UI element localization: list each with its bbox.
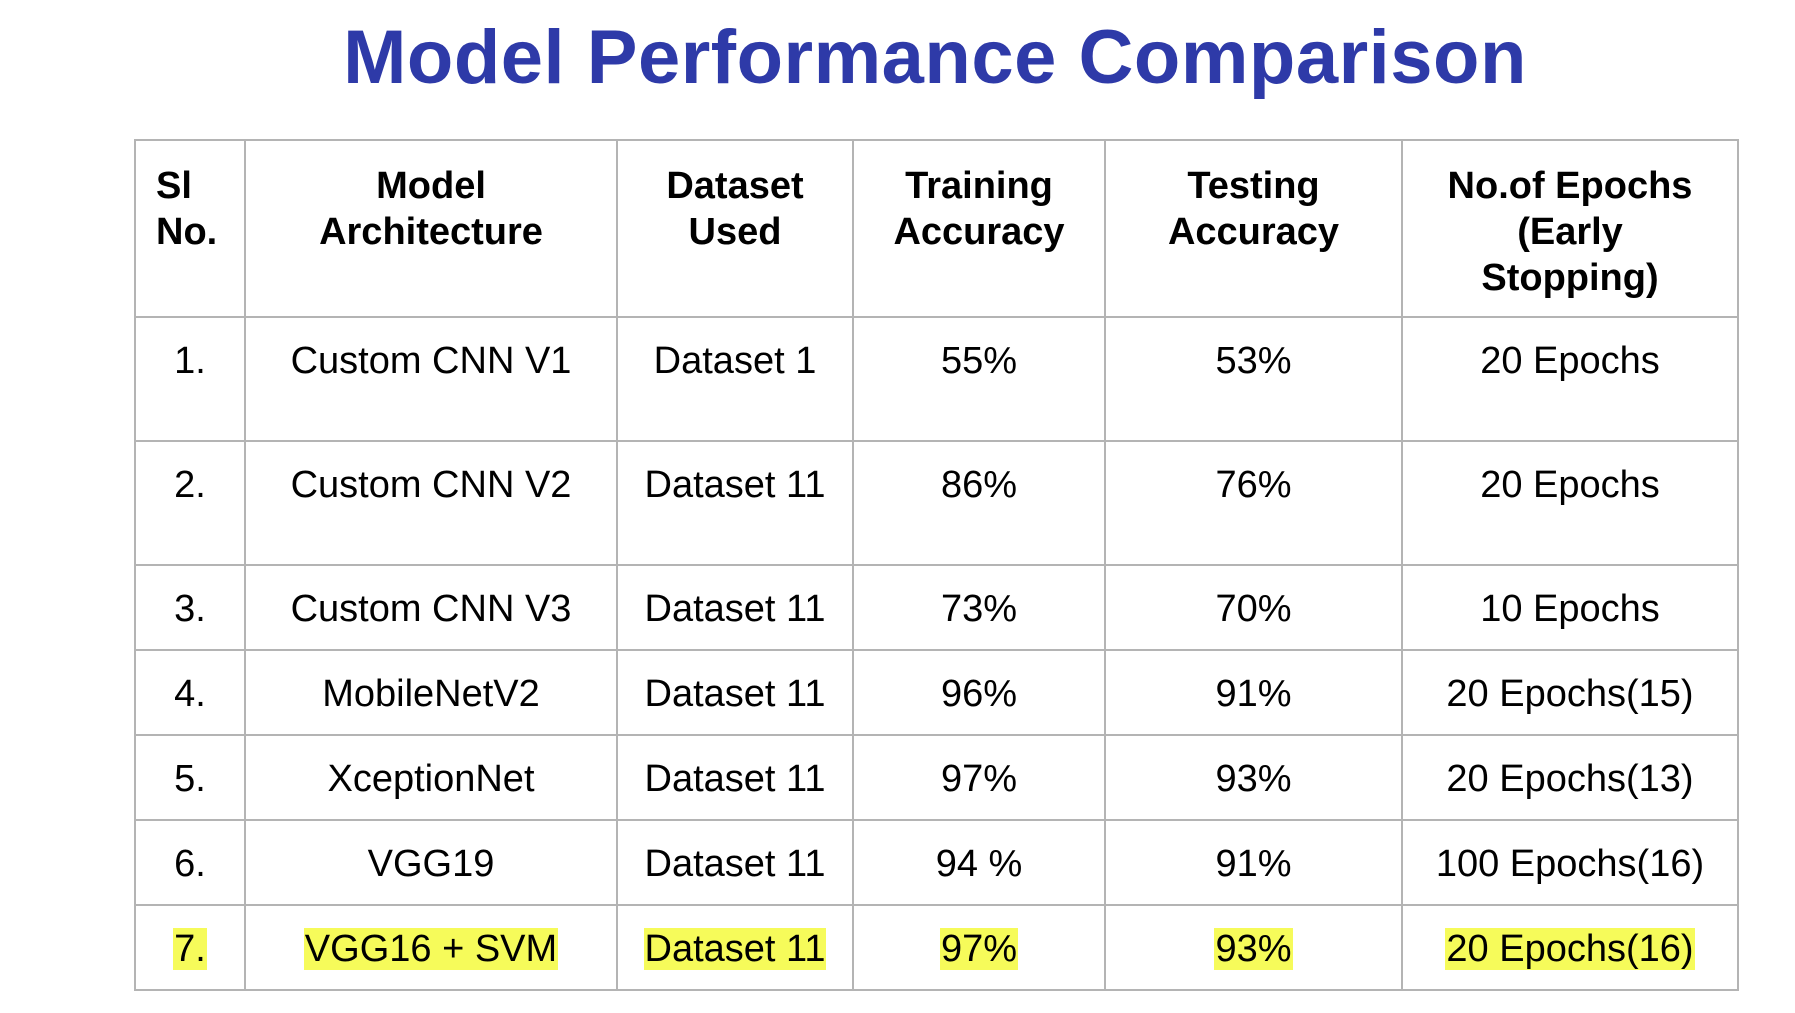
cell-testing-accuracy: 93% (1104, 904, 1403, 991)
header-model-architecture: Model Architecture (244, 139, 618, 318)
cell-testing-accuracy: 53% (1104, 316, 1403, 442)
cell-dataset: Dataset 11 (616, 564, 854, 651)
table-row: 3. Custom CNN V3 Dataset 11 73% 70% 10 E… (134, 564, 1739, 651)
cell-testing-accuracy: 70% (1104, 564, 1403, 651)
highlight-mark: 20 Epochs(16) (1445, 928, 1695, 970)
cell-testing-accuracy: 93% (1104, 734, 1403, 821)
cell-training-accuracy: 94 % (852, 819, 1106, 906)
cell-sl-no: 1. (134, 316, 246, 442)
cell-sl-no: 4. (134, 649, 246, 736)
cell-epochs: 10 Epochs (1401, 564, 1739, 651)
cell-training-accuracy: 55% (852, 316, 1106, 442)
highlight-mark: 97% (939, 928, 1019, 970)
cell-model: VGG19 (244, 819, 618, 906)
table-row: 5. XceptionNet Dataset 11 97% 93% 20 Epo… (134, 734, 1739, 821)
cell-dataset: Dataset 11 (616, 734, 854, 821)
table-row: 2. Custom CNN V2 Dataset 11 86% 76% 20 E… (134, 440, 1739, 566)
cell-sl-no: 5. (134, 734, 246, 821)
header-testing-accuracy: Testing Accuracy (1104, 139, 1403, 318)
table-row: 1. Custom CNN V1 Dataset 1 55% 53% 20 Ep… (134, 316, 1739, 442)
cell-training-accuracy: 73% (852, 564, 1106, 651)
header-sl-no: Sl No. (134, 139, 246, 318)
cell-sl-no: 7. (134, 904, 246, 991)
cell-dataset: Dataset 11 (616, 904, 854, 991)
table-row: 6. VGG19 Dataset 11 94 % 91% 100 Epochs(… (134, 819, 1739, 906)
highlight-mark: 93% (1214, 928, 1293, 970)
table-row: 4. MobileNetV2 Dataset 11 96% 91% 20 Epo… (134, 649, 1739, 736)
header-training-accuracy: Training Accuracy (852, 139, 1106, 318)
highlight-mark: 7. (173, 928, 207, 970)
cell-epochs: 20 Epochs(15) (1401, 649, 1739, 736)
cell-testing-accuracy: 76% (1104, 440, 1403, 566)
cell-epochs: 20 Epochs (1401, 316, 1739, 442)
header-row: Sl No. Model Architecture Dataset Used T… (134, 139, 1739, 318)
cell-model: Custom CNN V1 (244, 316, 618, 442)
header-dataset-used: Dataset Used (616, 139, 854, 318)
cell-sl-no: 3. (134, 564, 246, 651)
performance-table: Sl No. Model Architecture Dataset Used T… (134, 139, 1739, 991)
cell-model: Custom CNN V3 (244, 564, 618, 651)
cell-epochs: 20 Epochs(13) (1401, 734, 1739, 821)
cell-sl-no: 2. (134, 440, 246, 566)
table-row-highlighted: 7. VGG16 + SVM Dataset 11 97% 93% 20 Epo… (134, 904, 1739, 991)
header-epochs: No.of Epochs (Early Stopping) (1401, 139, 1739, 318)
cell-dataset: Dataset 1 (616, 316, 854, 442)
cell-dataset: Dataset 11 (616, 819, 854, 906)
cell-epochs: 100 Epochs(16) (1401, 819, 1739, 906)
highlight-mark: Dataset 11 (643, 928, 827, 970)
cell-dataset: Dataset 11 (616, 649, 854, 736)
cell-model: VGG16 + SVM (244, 904, 618, 991)
cell-testing-accuracy: 91% (1104, 649, 1403, 736)
cell-model: XceptionNet (244, 734, 618, 821)
cell-epochs: 20 Epochs (1401, 440, 1739, 566)
cell-model: Custom CNN V2 (244, 440, 618, 566)
cell-epochs: 20 Epochs(16) (1401, 904, 1739, 991)
cell-training-accuracy: 97% (852, 904, 1106, 991)
cell-training-accuracy: 97% (852, 734, 1106, 821)
highlight-mark: VGG16 + SVM (303, 928, 559, 970)
cell-dataset: Dataset 11 (616, 440, 854, 566)
cell-testing-accuracy: 91% (1104, 819, 1403, 906)
cell-sl-no: 6. (134, 819, 246, 906)
cell-model: MobileNetV2 (244, 649, 618, 736)
cell-training-accuracy: 86% (852, 440, 1106, 566)
page-title: Model Performance Comparison (343, 15, 1527, 100)
cell-training-accuracy: 96% (852, 649, 1106, 736)
